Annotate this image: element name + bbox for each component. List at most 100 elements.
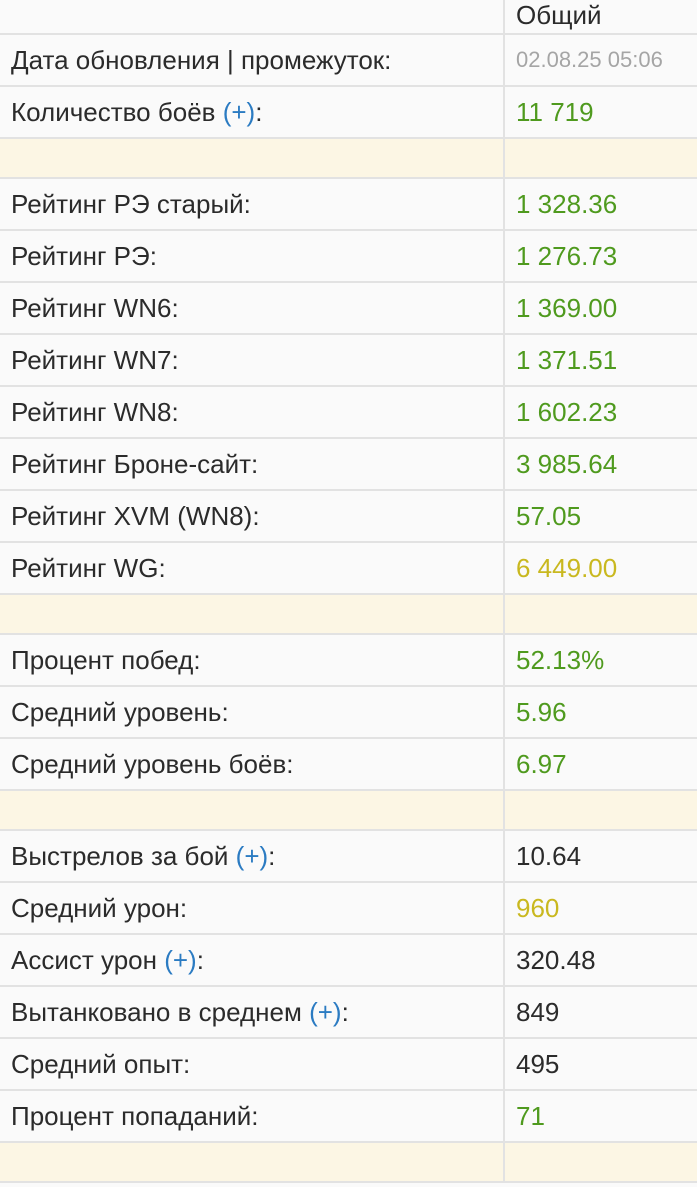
stat-row: Рейтинг РЭ: 1 276.73 (0, 229, 697, 283)
stat-label-text: Рейтинг РЭ старый: (11, 188, 251, 219)
header-column-total: Общий (503, 0, 697, 35)
stat-label: Средний уровень боёв: (0, 737, 505, 791)
stat-label: Вытанковано в среднем (+): (0, 985, 505, 1039)
stat-value: 6.97 (503, 737, 697, 791)
label-suffix: : (255, 96, 263, 127)
stat-row: Средний уровень: 5.96 (0, 685, 697, 739)
stat-value: 52.13% (503, 633, 697, 687)
stat-row: Процент побед: 52.13% (0, 633, 697, 687)
stat-value: 1 602.23 (503, 385, 697, 439)
stat-row: Процент попаданий: 71 (0, 1089, 697, 1143)
separator-row (0, 1141, 697, 1183)
stat-label: Процент попаданий: (0, 1089, 505, 1143)
stat-label-text: Рейтинг Броне-сайт: (11, 448, 259, 479)
stat-value: 71 (503, 1089, 697, 1143)
stat-row: Выстрелов за бой (+): 10.64 (0, 829, 697, 883)
stat-label-text: Процент побед: (11, 644, 201, 675)
separator-cell (503, 137, 697, 179)
expand-link[interactable]: (+) (235, 840, 269, 871)
stat-value: 57.05 (503, 489, 697, 543)
stat-value: 11 719 (503, 85, 697, 139)
stat-label-text: Средний опыт: (11, 1048, 191, 1079)
stat-label: Процент побед: (0, 633, 505, 687)
stat-row: Рейтинг WN6: 1 369.00 (0, 281, 697, 335)
separator-row (0, 137, 697, 179)
header-row: Общий (0, 0, 697, 35)
stat-row: Рейтинг Броне-сайт: 3 985.64 (0, 437, 697, 491)
stat-row: Рейтинг WN8: 1 602.23 (0, 385, 697, 439)
header-empty-cell (0, 0, 505, 35)
separator-row (0, 789, 697, 831)
label-suffix: : (268, 840, 276, 871)
stat-label: Дата обновления | промежуток: (0, 33, 505, 87)
separator-cell (503, 1141, 697, 1183)
stat-label-text: Вытанковано в среднем (11, 996, 310, 1027)
stat-value: 960 (503, 881, 697, 935)
stat-row: Рейтинг XVM (WN8): 57.05 (0, 489, 697, 543)
stat-label: Ассист урон (+): (0, 933, 505, 987)
separator-cell (0, 137, 505, 179)
stat-row: Средний уровень боёв: 6.97 (0, 737, 697, 791)
stat-row: Количество боёв (+): 11 719 (0, 85, 697, 139)
stat-row: Рейтинг РЭ старый: 1 328.36 (0, 177, 697, 231)
stat-row: Средний урон: 960 (0, 881, 697, 935)
stat-value: 495 (503, 1037, 697, 1091)
label-suffix: : (196, 944, 204, 975)
stat-label: Средний опыт: (0, 1037, 505, 1091)
stat-label-text: Количество боёв (11, 96, 223, 127)
separator-cell (0, 1141, 505, 1183)
separator-cell (503, 593, 697, 635)
stat-label: Рейтинг WN7: (0, 333, 505, 387)
separator-row (0, 593, 697, 635)
stat-value: 849 (503, 985, 697, 1039)
stat-row: Вытанковано в среднем (+): 849 (0, 985, 697, 1039)
stat-row: Средний опыт: 495 (0, 1037, 697, 1091)
separator-cell (0, 789, 505, 831)
stat-label: Выстрелов за бой (+): (0, 829, 505, 883)
stat-label-text: Рейтинг WN8: (11, 396, 179, 427)
stat-label-text: Средний уровень: (11, 696, 229, 727)
stat-row: Рейтинг WG: 6 449.00 (0, 541, 697, 595)
stat-label-text: Ассист урон (11, 944, 165, 975)
stat-label: Рейтинг XVM (WN8): (0, 489, 505, 543)
stat-label-text: Средний уровень боёв: (11, 748, 294, 779)
expand-link[interactable]: (+) (222, 96, 256, 127)
stat-label: Рейтинг WN8: (0, 385, 505, 439)
stat-value: 6 449.00 (503, 541, 697, 595)
stat-label-text: Рейтинг WG: (11, 552, 166, 583)
stat-row: Дата обновления | промежуток: 02.08.25 05… (0, 33, 697, 87)
stat-label-text: Рейтинг WN6: (11, 292, 179, 323)
stat-value: 1 371.51 (503, 333, 697, 387)
stat-label: Средний уровень: (0, 685, 505, 739)
stat-label-text: Рейтинг XVM (WN8): (11, 500, 260, 531)
expand-link[interactable]: (+) (309, 996, 342, 1027)
stat-label-text: Рейтинг РЭ: (11, 240, 157, 271)
stat-label: Рейтинг Броне-сайт: (0, 437, 505, 491)
stat-value: 320.48 (503, 933, 697, 987)
label-suffix: : (341, 996, 349, 1027)
stat-label-text: Рейтинг WN7: (11, 344, 179, 375)
stat-value: 1 328.36 (503, 177, 697, 231)
stat-label: Рейтинг РЭ: (0, 229, 505, 283)
stat-value: 3 985.64 (503, 437, 697, 491)
expand-link[interactable]: (+) (164, 944, 197, 975)
stat-label: Количество боёв (+): (0, 85, 505, 139)
stat-label: Рейтинг WN6: (0, 281, 505, 335)
stat-label: Средний урон: (0, 881, 505, 935)
stat-value: 1 276.73 (503, 229, 697, 283)
stat-row: Рейтинг WN7: 1 371.51 (0, 333, 697, 387)
stat-label-text: Дата обновления | промежуток: (11, 44, 392, 75)
stat-label-text: Процент попаданий: (11, 1100, 259, 1131)
separator-cell (0, 593, 505, 635)
stat-value: 1 369.00 (503, 281, 697, 335)
stat-label-text: Выстрелов за бой (11, 840, 236, 871)
stat-value: 02.08.25 05:06 (503, 33, 697, 87)
stat-label: Рейтинг РЭ старый: (0, 177, 505, 231)
stat-value: 5.96 (503, 685, 697, 739)
separator-cell (503, 789, 697, 831)
stat-row: Ассист урон (+): 320.48 (0, 933, 697, 987)
stat-value: 10.64 (503, 829, 697, 883)
stat-label-text: Средний урон: (11, 892, 188, 923)
stat-label: Рейтинг WG: (0, 541, 505, 595)
